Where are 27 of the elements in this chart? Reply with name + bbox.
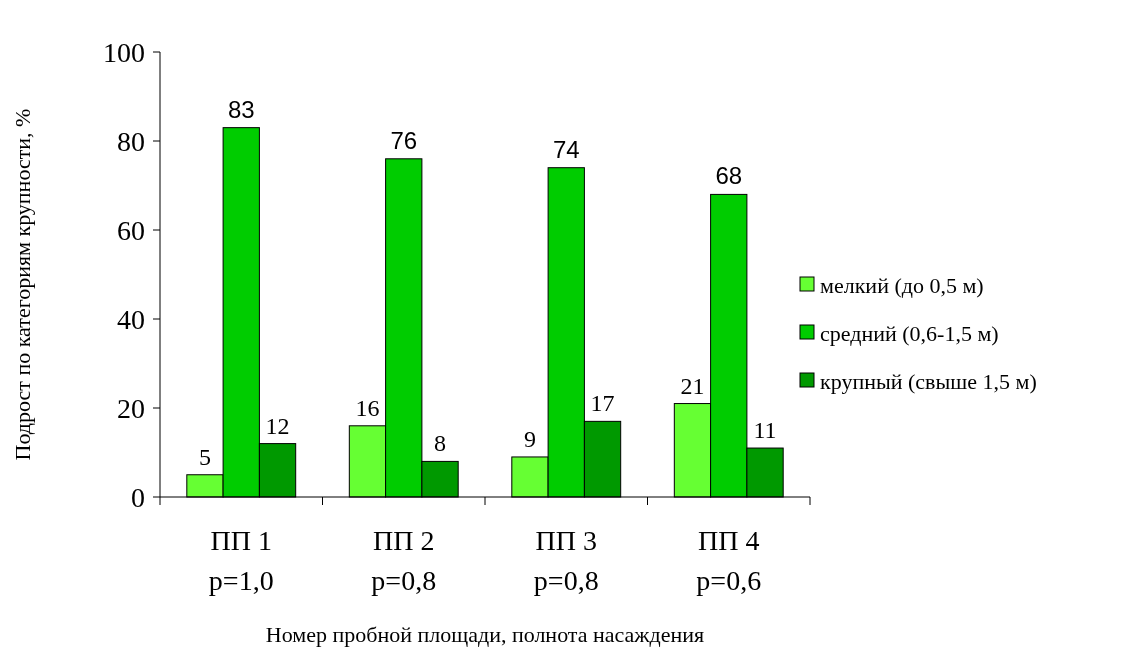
x-tick-label: ПП 4 р=0,6 <box>696 525 762 596</box>
data-label: 68 <box>715 162 743 190</box>
legend-label: средний (0,6-1,5 м) <box>820 320 999 346</box>
y-tick-label: 80 <box>117 125 145 157</box>
x-tick-label: ПП 1 р=1,0 <box>208 525 274 596</box>
legend-label: крупный (свыше 1,5 м) <box>820 368 1037 394</box>
data-label: 9 <box>523 425 536 452</box>
y-tick-label: 0 <box>131 481 145 513</box>
x-tick-label: ПП 2 р=0,8 <box>371 525 437 596</box>
data-label: 74 <box>552 135 580 163</box>
data-label: 76 <box>390 126 418 154</box>
x-axis-title: Номер пробной площади, полнота насаждения <box>265 622 705 647</box>
data-label: 5 <box>198 443 211 470</box>
legend-label: мелкий (до 0,5 м) <box>820 272 984 298</box>
y-tick-label: 100 <box>103 36 145 68</box>
data-label: 12 <box>265 412 290 439</box>
y-tick-label: 60 <box>117 214 145 246</box>
data-label: 83 <box>227 95 255 123</box>
data-label: 17 <box>590 390 615 417</box>
data-label: 8 <box>434 430 447 457</box>
data-label: 21 <box>680 372 705 399</box>
x-tick-label: ПП 3 р=0,8 <box>533 525 599 596</box>
data-label: 11 <box>753 417 777 444</box>
y-tick-label: 40 <box>117 303 145 335</box>
y-axis-title: Подрост по категориям крупности, % <box>10 108 35 461</box>
y-tick-label: 20 <box>117 392 145 424</box>
data-label: 16 <box>355 394 380 421</box>
